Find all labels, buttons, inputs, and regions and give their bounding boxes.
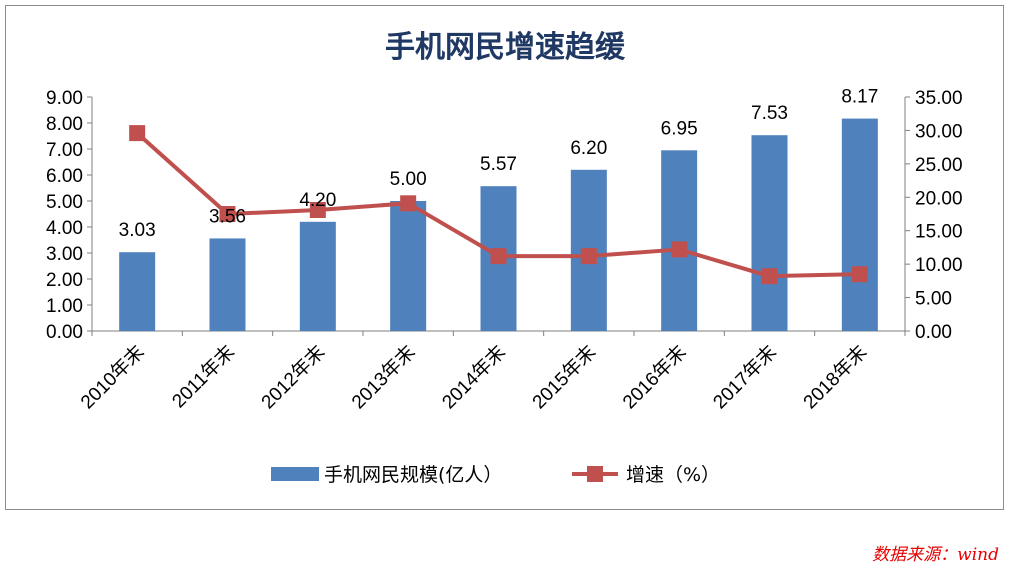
growth-marker	[309, 201, 326, 218]
bar	[751, 135, 788, 331]
bar	[661, 150, 698, 331]
x-tick-label: 2013年末	[347, 341, 419, 413]
growth-marker	[671, 241, 688, 258]
legend-bar-swatch	[271, 467, 319, 481]
growth-marker	[761, 268, 778, 285]
bar-data-label: 3.03	[119, 220, 156, 241]
y-left-tick-label: 3.00	[46, 244, 83, 265]
y-left-tick-label: 7.00	[46, 140, 83, 161]
y-right-tick-label: 35.00	[915, 88, 963, 109]
y-left-tick-label: 9.00	[46, 88, 83, 109]
bar-data-label: 4.20	[299, 190, 336, 211]
bar	[119, 252, 156, 331]
y-left-tick-label: 1.00	[46, 296, 83, 317]
x-tick-label: 2018年末	[799, 341, 871, 413]
bar	[390, 201, 427, 331]
y-left-tick-label: 0.00	[46, 322, 83, 343]
x-tick-label: 2014年末	[438, 341, 510, 413]
line-layer	[129, 125, 868, 285]
growth-marker	[851, 266, 868, 283]
bar-data-label: 5.00	[390, 169, 427, 190]
growth-marker	[219, 206, 236, 222]
y-right-tick-label: 30.00	[915, 121, 963, 142]
bar-data-label: 5.57	[480, 154, 517, 175]
x-tick-label: 2016年末	[618, 341, 690, 413]
y-left-tick-label: 4.00	[46, 218, 83, 239]
y-right-tick-label: 10.00	[915, 255, 963, 276]
x-tick-label: 2012年末	[257, 341, 329, 413]
y-left-tick-label: 2.00	[46, 270, 83, 291]
growth-marker	[580, 248, 597, 265]
y-left-tick-label: 6.00	[46, 166, 83, 187]
legend: 手机网民规模(亿人） 增速（%）	[271, 464, 720, 486]
growth-marker	[400, 195, 417, 212]
x-tick-label: 2015年末	[528, 341, 600, 413]
y-right-tick-label: 5.00	[915, 289, 952, 310]
y-right-tick-label: 0.00	[915, 322, 952, 343]
bars-layer	[119, 118, 878, 331]
legend-line-marker	[587, 466, 603, 482]
y-right-tick-label: 15.00	[915, 222, 963, 243]
y-left-tick-label: 8.00	[46, 114, 83, 135]
legend-bar-label: 手机网民规模(亿人）	[324, 464, 502, 486]
bar-data-label: 7.53	[751, 103, 788, 124]
growth-marker	[129, 125, 146, 142]
labels-layer: 3.03 3.56 4.20 5.00 5.57 6.20 6.95 7.53 8.17	[119, 87, 879, 242]
bar-data-label: 8.17	[841, 87, 878, 108]
bar-data-label: 6.95	[661, 118, 698, 139]
bar	[841, 118, 878, 331]
chart-title: 手机网民增速趋缓	[385, 30, 626, 65]
source-note: 数据来源：wind	[872, 545, 999, 565]
x-tick-label: 2011年末	[168, 341, 239, 412]
legend-line-label: 增速（%）	[626, 464, 720, 486]
y-left-tick-label: 5.00	[46, 192, 83, 213]
bar	[209, 238, 246, 331]
x-tick-label: 2017年末	[709, 341, 781, 413]
bar-data-label: 6.20	[570, 138, 607, 159]
bar-data-label: 3.56	[209, 206, 246, 227]
x-tick-label: 2010年末	[76, 341, 148, 413]
bar	[299, 221, 336, 331]
y-right-tick-label: 25.00	[915, 155, 963, 176]
y-right-tick-label: 20.00	[915, 188, 963, 209]
growth-marker	[490, 248, 507, 265]
